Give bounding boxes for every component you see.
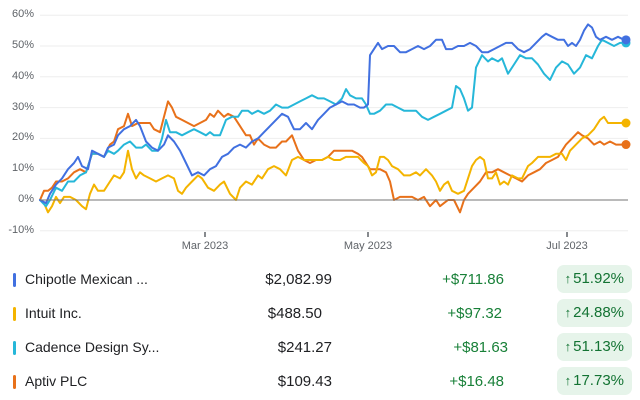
- percent-value: 51.13%: [573, 338, 624, 355]
- arrow-up-icon: ↑: [564, 339, 572, 354]
- y-tick-label: 40%: [11, 69, 34, 82]
- series-color-marker: [13, 307, 16, 321]
- table-row[interactable]: Aptiv PLC $109.43 +$16.48 ↑ 17.73%: [0, 365, 640, 399]
- stock-name[interactable]: Intuit Inc.: [25, 305, 82, 321]
- x-tick-label: Mar 2023: [181, 240, 229, 252]
- percent-value: 17.73%: [573, 372, 624, 389]
- percent-change-badge: ↑ 17.73%: [556, 367, 632, 395]
- stock-name[interactable]: Chipotle Mexican ...: [25, 271, 148, 287]
- price-change: +$97.32: [447, 305, 502, 322]
- series-line: [39, 23, 627, 205]
- series-color-marker: [13, 341, 16, 355]
- stock-name[interactable]: Aptiv PLC: [25, 373, 88, 389]
- price-change: +$711.86: [442, 271, 504, 288]
- series-end-dot: [621, 118, 631, 128]
- series-line: [39, 115, 627, 214]
- arrow-up-icon: ↑: [564, 271, 572, 286]
- percent-change-badge: ↑ 51.13%: [556, 333, 632, 361]
- plot-area[interactable]: [0, 0, 640, 262]
- percent-value: 51.92%: [573, 270, 624, 287]
- arrow-up-icon: ↑: [564, 305, 572, 320]
- table-row[interactable]: Intuit Inc. $488.50 +$97.32 ↑ 24.88%: [0, 297, 640, 331]
- y-tick-label: -10%: [8, 223, 34, 236]
- series-color-marker: [13, 273, 16, 287]
- series-color-marker: [13, 375, 16, 389]
- arrow-up-icon: ↑: [564, 373, 572, 388]
- y-tick-label: 30%: [11, 100, 34, 113]
- percent-value: 24.88%: [573, 304, 624, 321]
- percent-change-badge: ↑ 51.92%: [556, 265, 632, 293]
- table-row[interactable]: Chipotle Mexican ... $2,082.99 +$711.86 …: [0, 263, 640, 297]
- stock-price: $488.50: [267, 305, 322, 322]
- y-tick-label: 0%: [18, 193, 34, 205]
- x-tick-label: May 2023: [343, 240, 393, 252]
- price-change: +$81.63: [453, 339, 508, 356]
- series-line: [39, 38, 627, 208]
- series-end-dot: [621, 35, 631, 45]
- stock-price: $241.27: [277, 339, 332, 356]
- comparison-chart[interactable]: 60% 50% 40% 30% 20% 10% 0% -10% Mar 2023 May 202…: [0, 0, 640, 262]
- stock-price: $2,082.99: [265, 271, 332, 288]
- y-tick-label: 60%: [11, 8, 34, 21]
- price-change: +$16.48: [449, 373, 504, 390]
- stock-name[interactable]: Cadence Design Sy...: [25, 339, 160, 355]
- y-tick-label: 50%: [11, 39, 34, 51]
- x-tick-label: Jul 2023: [546, 240, 588, 252]
- percent-change-badge: ↑ 24.88%: [556, 299, 632, 327]
- stock-price: $109.43: [277, 373, 332, 390]
- series-end-dot: [621, 140, 631, 150]
- y-tick-label: 20%: [11, 131, 34, 144]
- table-row[interactable]: Cadence Design Sy... $241.27 +$81.63 ↑ 51…: [0, 331, 640, 365]
- y-tick-label: 10%: [11, 162, 34, 175]
